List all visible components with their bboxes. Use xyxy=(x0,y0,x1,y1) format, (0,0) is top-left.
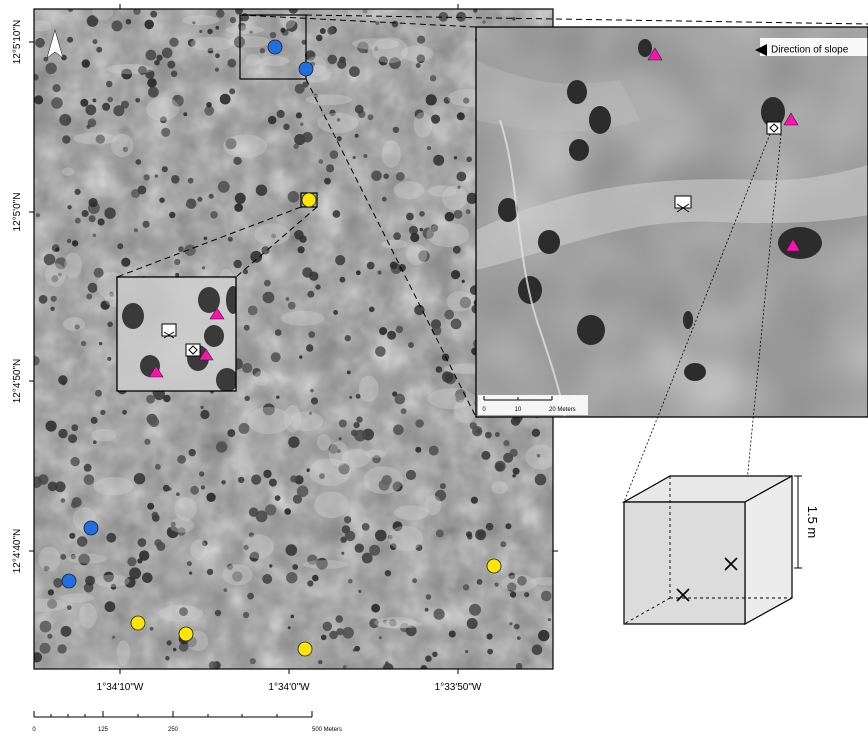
lat-label: 12°5'10"N xyxy=(12,20,23,65)
slope-label: Direction of slope xyxy=(771,45,849,56)
lat-label: 12°5'0"N xyxy=(12,193,23,232)
lat-label: 12°4'50"N xyxy=(12,359,23,404)
scale-tick-label: 0 xyxy=(482,407,486,413)
graticule-ticks xyxy=(29,4,558,674)
blue-marker xyxy=(298,61,314,77)
scale-tick-label: 20 Meters xyxy=(549,407,576,413)
blue-marker xyxy=(267,39,283,55)
inset-connector-lines xyxy=(116,14,868,418)
blue-marker xyxy=(83,520,99,536)
yellow-marker xyxy=(297,641,313,657)
yellow-marker xyxy=(130,615,146,631)
magenta-marker xyxy=(209,307,225,320)
scale-tick-label: 125 xyxy=(98,727,109,733)
magenta-marker xyxy=(148,365,164,378)
yellow-marker xyxy=(486,558,502,574)
magenta-marker xyxy=(785,238,801,252)
small-inset xyxy=(116,276,237,392)
inset-scale-bar xyxy=(483,396,553,401)
blue-marker xyxy=(61,573,77,589)
scale-tick-label: 500 Meters xyxy=(312,727,342,733)
yellow-marker xyxy=(178,626,194,642)
cube-connector-lines xyxy=(623,133,782,503)
large-inset: Direction of slope 0 10 20 Meters xyxy=(475,26,868,418)
scale-tick-label: 0 xyxy=(32,727,36,733)
site-markers xyxy=(61,39,502,657)
scale-tick-label: 250 xyxy=(168,727,179,733)
lon-label: 1°34'10"W xyxy=(97,682,144,693)
slope-arrow-icon xyxy=(755,44,767,56)
magenta-marker xyxy=(198,348,214,361)
lon-label: 1°33'50"W xyxy=(435,682,482,693)
lat-label: 12°4'40"N xyxy=(12,529,23,574)
lon-label: 1°34'0"W xyxy=(268,682,310,693)
main-scale-bar xyxy=(33,711,313,718)
cube-height-label: 1.5 m xyxy=(805,506,820,539)
scale-tick-label: 10 xyxy=(515,407,522,413)
tree-crowns xyxy=(498,39,822,381)
yellow-marker xyxy=(301,192,317,208)
north-arrow-icon xyxy=(46,28,64,59)
volume-cube: 1.5 m xyxy=(621,474,820,626)
magenta-marker xyxy=(783,112,799,126)
magenta-marker xyxy=(647,47,663,61)
large-inset-extent-box xyxy=(239,14,307,80)
